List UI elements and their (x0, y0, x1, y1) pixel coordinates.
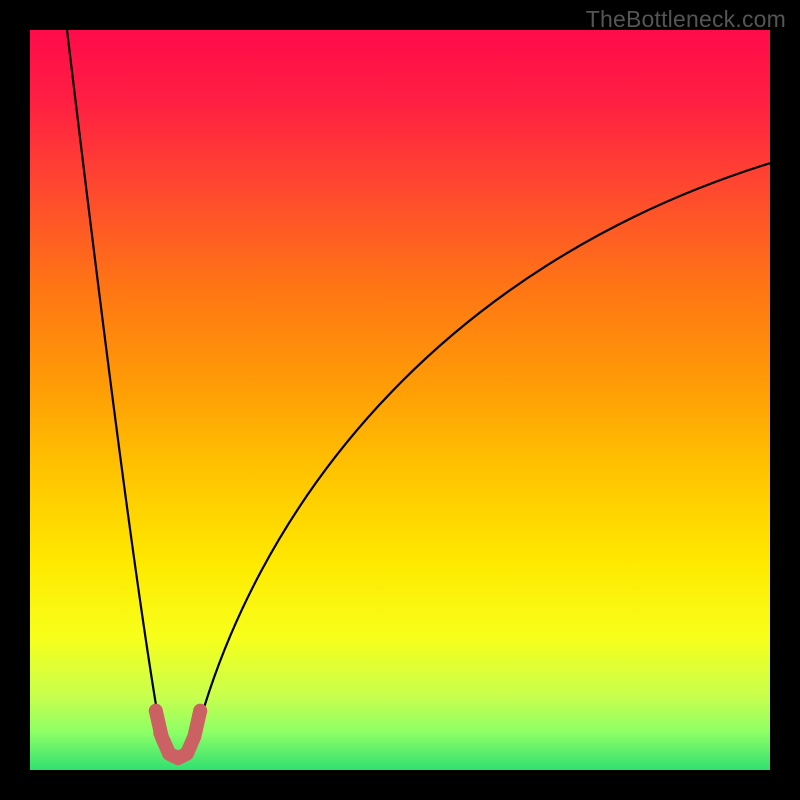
gradient-background (30, 30, 770, 770)
plot-area (30, 30, 770, 770)
figure-container: TheBottleneck.com (0, 0, 800, 800)
bottleneck-chart (30, 30, 770, 770)
watermark-text: TheBottleneck.com (586, 6, 786, 33)
valley-dot (193, 704, 207, 718)
valley-dot (153, 726, 167, 740)
valley-dot (149, 704, 163, 718)
